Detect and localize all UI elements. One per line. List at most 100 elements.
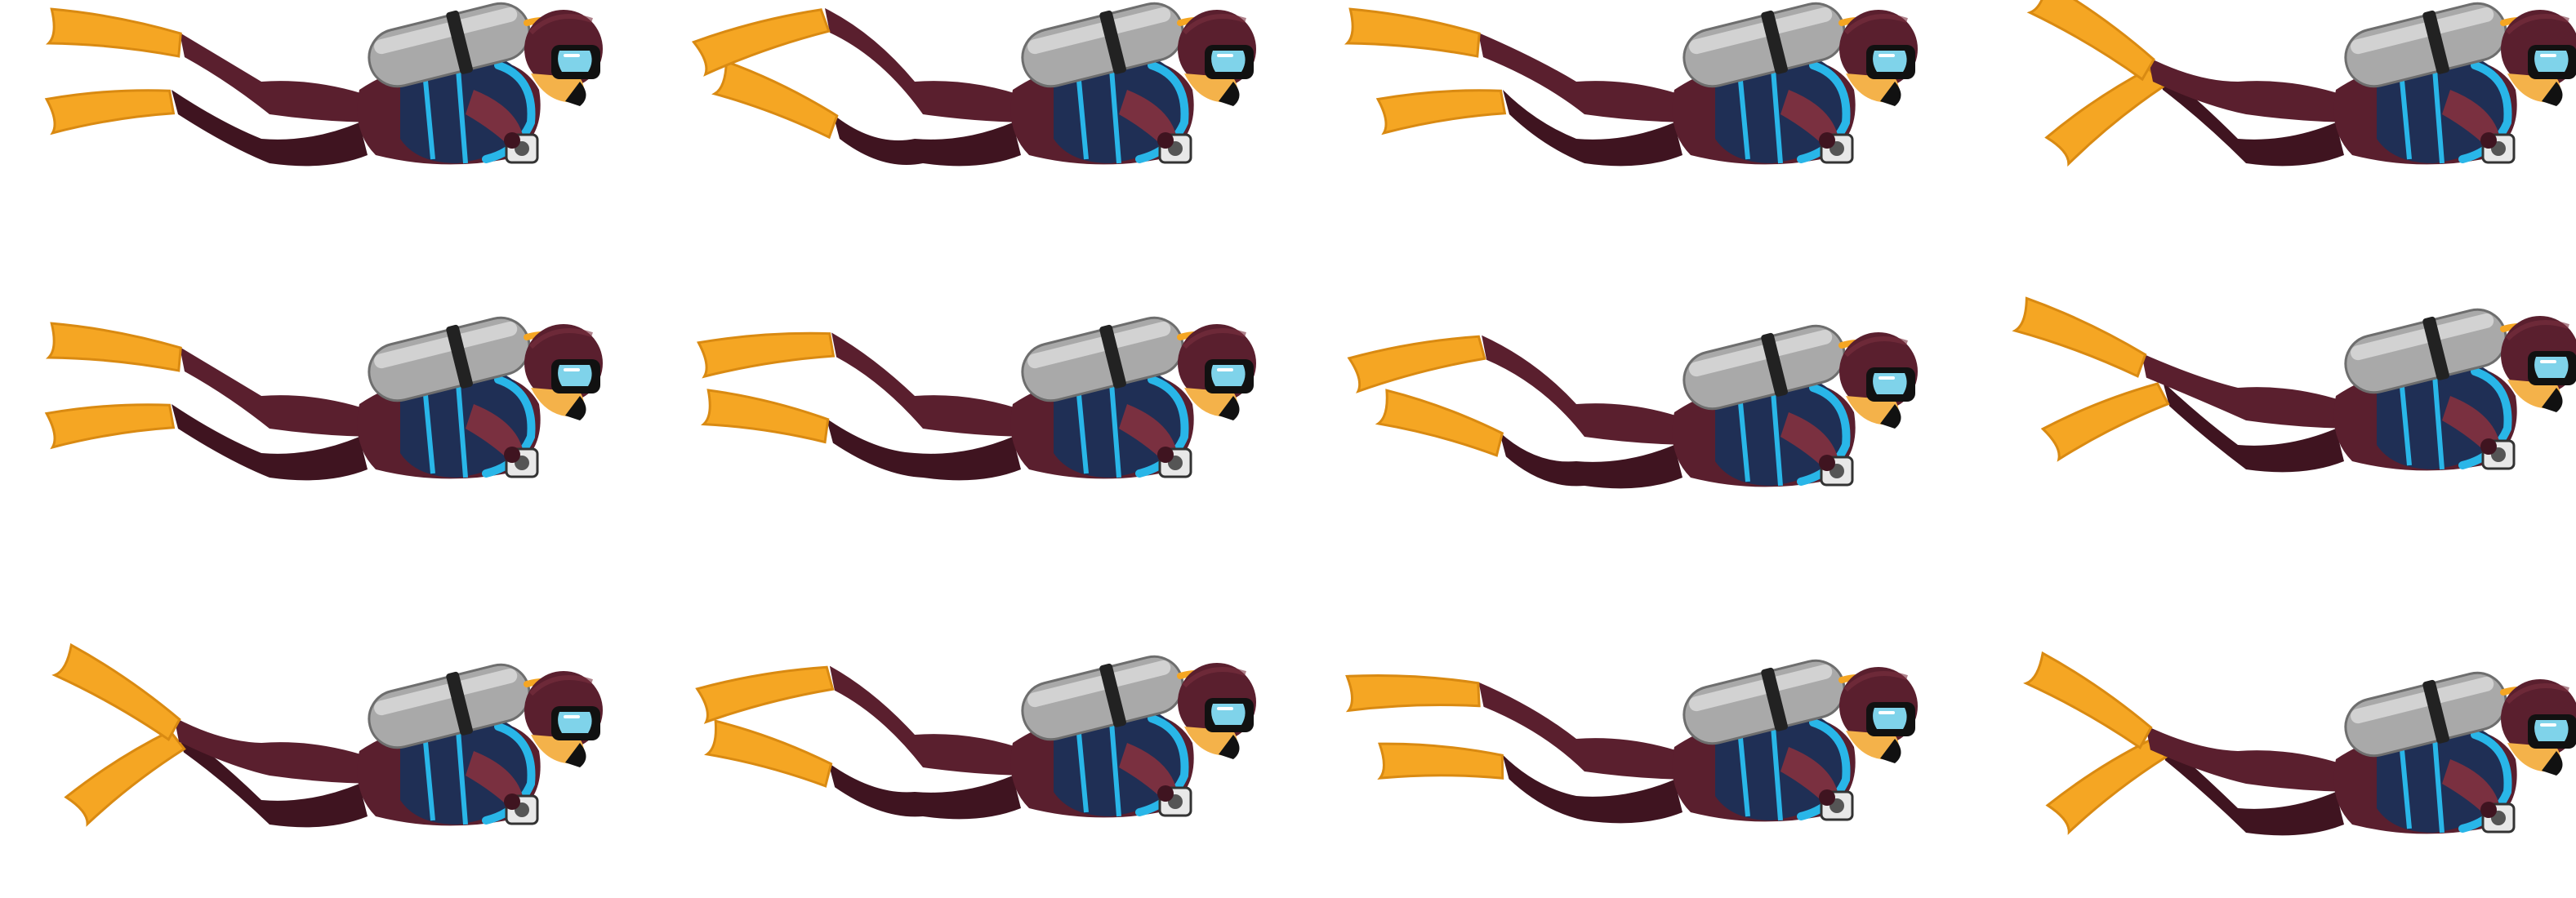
diver-vest-collar (482, 376, 536, 478)
diver-near-leg (180, 33, 384, 122)
diver-far-leg (2156, 65, 2344, 167)
sprite-frame-3 (1331, 0, 1919, 229)
diver-near-leg (831, 332, 1037, 437)
camera-icon (1157, 447, 1192, 478)
diver-far-leg (826, 418, 1021, 481)
diver-mask-icon (2528, 45, 2576, 106)
diver-tank (368, 663, 568, 749)
diver-vest-collar (2458, 731, 2512, 833)
diver-mask-icon (551, 45, 600, 106)
diver-far-fin (1377, 742, 1504, 780)
sprite-frame-5 (16, 314, 604, 543)
diver-mask-icon (551, 706, 600, 767)
diver-near-fin (46, 7, 182, 58)
scuba-diver-icon (44, 316, 603, 481)
diver-vest-trim (1076, 58, 1121, 164)
diver-far-fin (64, 729, 186, 827)
diver-near-fin (695, 665, 835, 724)
diver-vest-collar (2458, 61, 2512, 163)
sprite-frame-8 (1993, 296, 2576, 535)
camera-icon (1157, 132, 1192, 164)
diver-vest-trim (422, 372, 468, 478)
camera-icon (1157, 785, 1192, 817)
camera-icon (504, 794, 539, 825)
diver-far-leg (172, 90, 368, 167)
diver-near-fin (1345, 674, 1481, 713)
diver-mask-icon (2528, 714, 2576, 776)
scuba-diver-icon (697, 316, 1256, 481)
sprite-frame-4 (1993, 0, 2576, 229)
diver-near-leg (825, 8, 1037, 122)
diver-vest-collar (482, 61, 536, 163)
sprite-frame-1 (16, 0, 604, 229)
diver-far-fin (2045, 737, 2168, 835)
diver-near-fin (46, 322, 182, 372)
diver-far-leg (2163, 381, 2344, 473)
diver-near-leg (2141, 353, 2360, 429)
sprite-frame-11 (1331, 657, 1919, 886)
sprite-frame-9 (16, 642, 604, 890)
diver-far-fin (704, 719, 833, 788)
sprite-sheet (16, 0, 2576, 836)
scuba-diver-icon (2023, 651, 2576, 836)
diver-near-fin (2012, 296, 2147, 378)
diver-near-leg (1478, 33, 1699, 122)
sprite-frame-2 (670, 0, 1258, 229)
diver-mask-icon (551, 359, 600, 420)
diver-vest-trim (422, 58, 468, 164)
diver-far-leg (1503, 90, 1682, 167)
camera-icon (2480, 438, 2516, 470)
diver-far-fin (44, 89, 176, 136)
camera-icon (2480, 802, 2516, 834)
diver-far-fin (701, 389, 830, 444)
sprite-frame-10 (670, 653, 1258, 882)
diver-far-leg (2159, 736, 2344, 836)
diver-near-fin (697, 331, 836, 379)
scuba-diver-icon (44, 2, 603, 167)
diver-far-leg (828, 762, 1021, 820)
diver-near-fin (51, 642, 181, 741)
diver-vest-trim (1737, 715, 1783, 821)
scuba-diver-icon (2012, 296, 2576, 473)
diver-far-leg (1502, 754, 1682, 824)
diver-vest-collar (1135, 376, 1189, 478)
diver-far-fin (1375, 89, 1507, 136)
camera-icon (1819, 455, 1854, 487)
diver-tank (1682, 324, 1883, 411)
sprite-frame-7 (1331, 322, 1919, 551)
diver-vest-trim (1737, 58, 1783, 164)
diver-tank (1682, 2, 1883, 88)
diver-near-fin (1344, 7, 1481, 58)
diver-near-leg (2145, 725, 2360, 792)
diver-far-leg (176, 727, 368, 828)
diver-vest-collar (1797, 61, 1851, 163)
camera-icon (504, 132, 539, 164)
diver-near-leg (2148, 57, 2360, 122)
scuba-diver-icon (1344, 2, 1918, 167)
camera-icon (1819, 789, 1854, 821)
scuba-diver-icon (695, 655, 1256, 820)
diver-far-fin (2044, 67, 2166, 167)
camera-icon (2480, 132, 2516, 164)
diver-far-fin (711, 60, 839, 140)
diver-tank (2344, 671, 2544, 758)
diver-near-leg (180, 347, 384, 437)
diver-vest-collar (1797, 384, 1851, 486)
scuba-diver-icon (691, 2, 1256, 167)
diver-far-fin (2040, 382, 2170, 462)
diver-vest-collar (482, 722, 536, 825)
scuba-diver-icon (2026, 0, 2576, 167)
scuba-diver-icon (1347, 324, 1918, 489)
diver-mask-icon (1866, 45, 1915, 106)
diver-mask-icon (1205, 359, 1254, 420)
sprite-frame-6 (670, 314, 1258, 543)
diver-mask-icon (1866, 702, 1915, 763)
diver-near-fin (1347, 335, 1486, 393)
diver-near-fin (691, 8, 831, 77)
diver-vest-trim (422, 719, 468, 825)
diver-near-leg (1482, 335, 1699, 445)
diver-far-fin (1375, 389, 1504, 457)
camera-icon (504, 447, 539, 478)
diver-far-leg (833, 114, 1021, 167)
diver-far-leg (172, 404, 368, 481)
